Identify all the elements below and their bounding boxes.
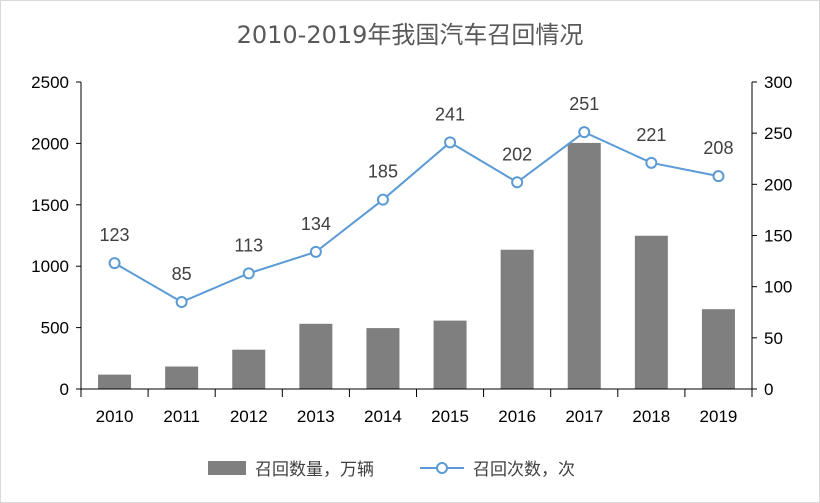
bar-2012 — [232, 349, 266, 389]
data-label: 85 — [172, 264, 192, 284]
data-label: 221 — [636, 125, 666, 145]
line-point-2016 — [511, 176, 524, 189]
legend-bar-label: 召回数量，万辆 — [255, 460, 374, 480]
axes — [76, 81, 757, 397]
line-path — [114, 130, 719, 304]
bar-2011 — [165, 366, 199, 389]
bar-2014 — [366, 328, 400, 389]
x-tick-label: 2013 — [297, 407, 335, 426]
line-point-2012 — [242, 267, 255, 280]
bar-2019 — [701, 309, 735, 389]
line-point-2013 — [309, 245, 322, 258]
left-tick-label: 2000 — [31, 134, 69, 153]
left-tick-label: 500 — [41, 319, 69, 338]
data-label: 251 — [569, 94, 599, 114]
data-label: 134 — [301, 214, 331, 234]
left-tick-label: 1500 — [31, 196, 69, 215]
data-label: 113 — [234, 235, 263, 255]
left-tick-label: 0 — [60, 380, 69, 399]
x-tick-label: 2010 — [96, 407, 134, 426]
bar-2010 — [98, 374, 132, 389]
x-tick-label: 2014 — [364, 407, 402, 426]
right-tick-label: 0 — [764, 380, 773, 399]
line-point-2011 — [175, 296, 188, 309]
right-tick-label: 250 — [764, 124, 792, 143]
right-tick-label: 150 — [764, 227, 792, 246]
bar-2017 — [567, 142, 601, 389]
line-point-2018 — [645, 156, 658, 169]
bar-2016 — [500, 249, 534, 389]
bar-2013 — [299, 323, 333, 389]
left-tick-label: 2500 — [31, 73, 69, 92]
line-point-2019 — [712, 170, 725, 183]
line-point-2015 — [444, 136, 457, 149]
right-tick-label: 100 — [764, 278, 792, 297]
data-label: 123 — [100, 225, 130, 245]
line-series: 123 85 113 134 185 241 202 251 221 208 — [100, 94, 733, 309]
line-point-2017 — [578, 126, 591, 139]
x-tick-label: 2012 — [230, 407, 268, 426]
data-label: 241 — [435, 104, 465, 124]
legend: 召回数量，万辆 召回次数，次 — [208, 460, 575, 480]
right-tick-label: 200 — [764, 175, 792, 194]
legend-line-marker — [436, 462, 448, 474]
right-tick-label: 50 — [764, 329, 783, 348]
right-tick-label: 300 — [764, 73, 792, 92]
x-tick-label: 2011 — [163, 407, 200, 426]
legend-bar-swatch — [208, 461, 246, 475]
line-point-2014 — [376, 193, 389, 206]
bar-2015 — [433, 320, 467, 389]
tick-labels: 0 500 1000 1500 2000 2500 0 50 100 150 200 250 300 20… — [31, 73, 792, 426]
bar-series — [98, 142, 735, 389]
chart-title: 2010-2019年我国汽车召回情况 — [237, 21, 584, 49]
x-tick-label: 2017 — [565, 407, 603, 426]
x-tick-label: 2018 — [632, 407, 670, 426]
x-tick-label: 2019 — [700, 407, 738, 426]
legend-line-label: 召回次数，次 — [473, 460, 575, 480]
left-tick-label: 1000 — [31, 257, 69, 276]
x-tick-label: 2016 — [498, 407, 536, 426]
data-label: 185 — [368, 162, 398, 182]
data-label: 208 — [703, 138, 733, 158]
data-label: 202 — [502, 144, 532, 164]
x-tick-label: 2015 — [431, 407, 469, 426]
bar-2018 — [634, 235, 668, 389]
line-point-2010 — [108, 257, 121, 270]
